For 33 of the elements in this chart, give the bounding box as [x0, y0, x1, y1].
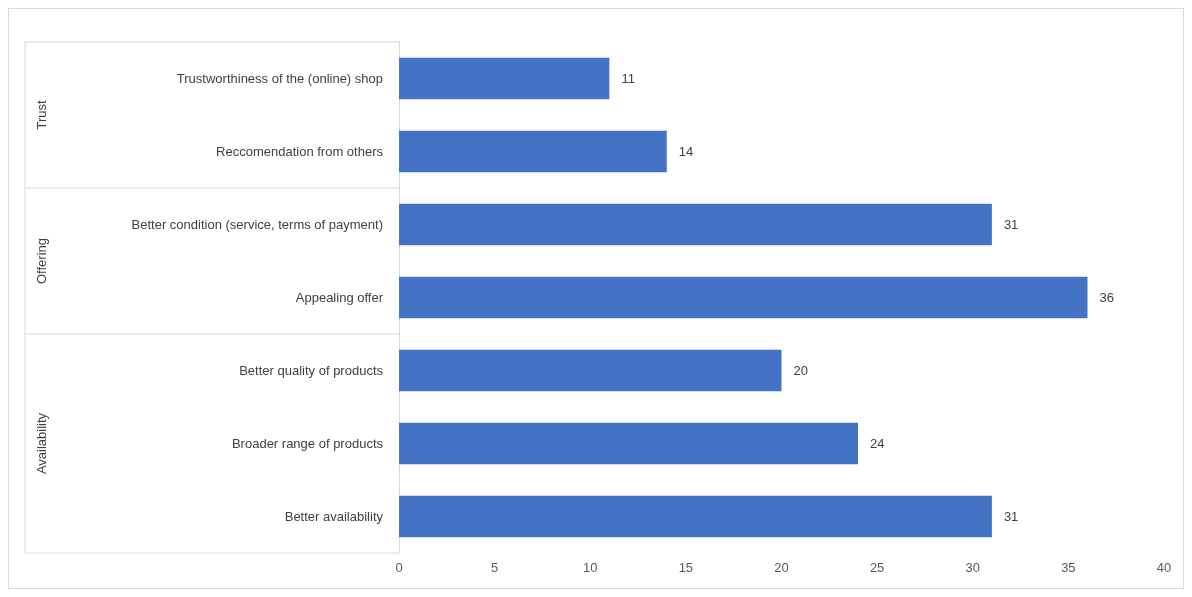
y-tick-label: Appealing offer	[295, 290, 384, 305]
y-tick-label: Better condition (service, terms of payment)	[131, 217, 383, 232]
x-tick-label: 30	[965, 560, 980, 575]
y-tick-label: Reccomendation from others	[216, 144, 384, 159]
bar	[399, 130, 667, 173]
x-tick-label: 25	[869, 560, 885, 575]
text: Trust	[33, 100, 49, 130]
x-tick-label: 5	[491, 560, 499, 575]
data-label: 11	[621, 71, 635, 86]
data-label: 31	[1003, 509, 1019, 524]
bar	[399, 57, 610, 100]
bar	[399, 349, 782, 392]
text: Offering	[33, 237, 49, 285]
x-tick-label: 0	[395, 560, 403, 575]
x-tick-label: 10	[583, 560, 598, 575]
data-label: 14	[678, 144, 694, 159]
y-tick-label: Better quality of products	[239, 363, 384, 378]
bar	[399, 422, 858, 465]
text: Availability	[33, 412, 49, 475]
data-label: 24	[870, 436, 885, 451]
x-tick-label: 15	[678, 560, 694, 575]
y-tick-label: Broader range of products	[231, 436, 384, 451]
data-label: 20	[793, 363, 808, 378]
y-tick-label: Trustworthiness of the (online) shop	[176, 71, 383, 86]
bar	[399, 203, 992, 246]
data-label: 31	[1003, 217, 1019, 232]
bar	[399, 276, 1088, 319]
x-tick-label: 35	[1061, 560, 1076, 575]
bar	[399, 495, 992, 538]
x-tick-label: 40	[1156, 560, 1172, 575]
y-tick-label: Better availability	[284, 509, 384, 524]
x-tick-label: 20	[774, 560, 789, 575]
data-label: 36	[1099, 290, 1114, 305]
